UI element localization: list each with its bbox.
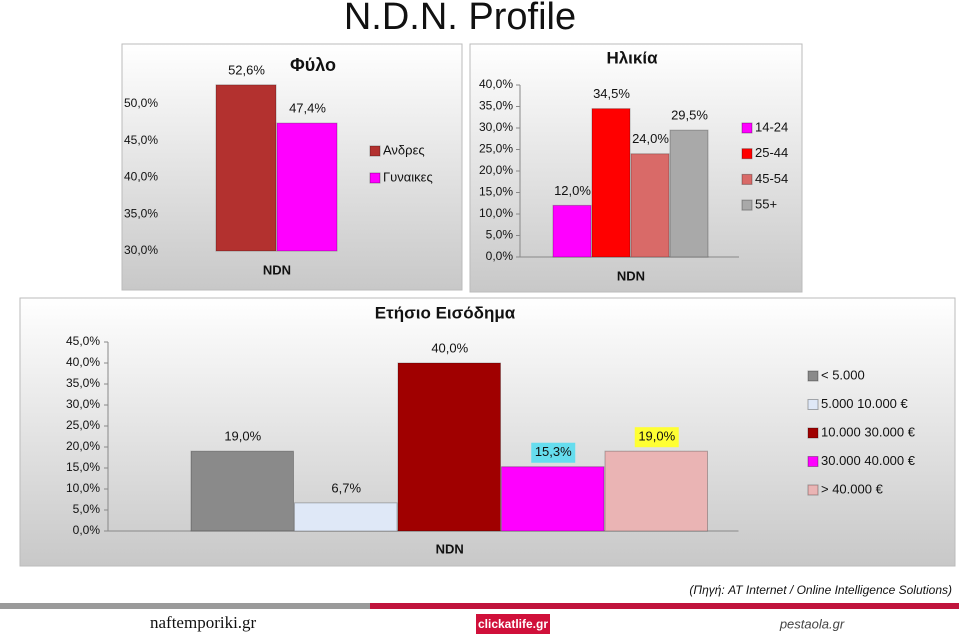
footer-bar: [0, 603, 370, 609]
legend-label: > 40.000 €: [821, 481, 884, 496]
logo: clickatlife.gr: [478, 617, 548, 631]
label-background: [531, 442, 576, 463]
chart-title: Ετήσιο Εισόδημα: [375, 303, 516, 322]
legend-swatch: [741, 148, 753, 160]
legend-label: Ανδρες: [383, 142, 425, 157]
data-label: 19,0%: [224, 429, 261, 444]
y-tick-label: 0,0%: [73, 523, 101, 537]
legend-swatch: [741, 122, 753, 134]
y-tick-label: 20,0%: [66, 439, 100, 453]
y-tick-label: 50,0%: [124, 96, 158, 110]
legend-swatch: [369, 172, 381, 184]
y-tick-label: 10,0%: [479, 206, 513, 220]
data-label: 29,5%: [671, 108, 708, 123]
logo: pestaola.gr: [779, 616, 845, 631]
y-tick-label: 35,0%: [479, 99, 513, 113]
bar: [591, 108, 631, 258]
data-label: 52,6%: [228, 62, 265, 77]
data-label: 15,3%: [535, 444, 572, 459]
y-tick-label: 15,0%: [66, 460, 100, 474]
y-tick-label: 30,0%: [124, 243, 158, 257]
y-tick-label: 30,0%: [66, 397, 100, 411]
legend-label: Γυναικες: [383, 169, 433, 184]
y-tick-label: 35,0%: [66, 376, 100, 390]
logo-box: [476, 614, 550, 634]
legend-label: 55+: [755, 197, 777, 212]
y-tick-label: 45,0%: [66, 334, 100, 348]
y-tick-label: 0,0%: [486, 249, 514, 263]
data-label: 24,0%: [632, 131, 669, 146]
y-tick-label: 20,0%: [479, 163, 513, 177]
y-tick-label: 35,0%: [124, 206, 158, 220]
bar: [294, 502, 398, 532]
bar: [669, 129, 709, 258]
y-tick-label: 25,0%: [479, 142, 513, 156]
legend-label: 30.000 40.000 €: [821, 453, 916, 468]
source: (Πηγή: AT Internet / Online Intelligence…: [689, 583, 952, 597]
y-tick-label: 45,0%: [124, 133, 158, 147]
footer-bar: [370, 603, 959, 609]
data-label: 6,7%: [331, 480, 361, 495]
legend-swatch: [807, 370, 819, 382]
x-tick-label: NDN: [617, 268, 645, 283]
legend-label: 45-54: [755, 171, 788, 186]
bar: [215, 84, 277, 252]
legend-label: < 5.000: [821, 367, 865, 382]
bar: [276, 122, 338, 252]
legend-label: 14-24: [755, 119, 788, 134]
legend-swatch: [369, 145, 381, 157]
bar: [630, 153, 670, 258]
legend-swatch: [807, 456, 819, 467]
y-tick-label: 30,0%: [479, 120, 513, 134]
logo: naftemporiki.gr: [150, 613, 257, 632]
y-tick-label: 15,0%: [479, 185, 513, 199]
y-tick-label: 5,0%: [486, 228, 514, 242]
bar: [604, 450, 708, 532]
legend-swatch: [741, 173, 753, 185]
legend-label: 10.000 30.000 €: [821, 424, 916, 439]
legend-label: 5.000 10.000 €: [821, 396, 909, 411]
bar: [190, 450, 294, 532]
x-tick-label: NDN: [436, 541, 464, 556]
legend-swatch: [807, 427, 819, 439]
data-label: 19,0%: [638, 429, 675, 444]
chart-title: Ηλικία: [606, 48, 658, 67]
bar: [501, 466, 605, 532]
data-label: 12,0%: [554, 183, 591, 198]
y-tick-label: 25,0%: [66, 418, 100, 432]
x-tick-label: NDN: [263, 262, 291, 277]
bar: [552, 204, 592, 258]
legend-swatch: [807, 399, 819, 410]
legend-swatch: [807, 484, 819, 496]
y-tick-label: 40,0%: [66, 355, 100, 369]
bar: [397, 362, 501, 532]
data-label: 34,5%: [593, 86, 630, 101]
data-label: 47,4%: [289, 101, 326, 116]
y-tick-label: 40,0%: [124, 170, 158, 184]
label-background: [634, 427, 679, 448]
chart-title: Φύλο: [290, 55, 336, 75]
data-label: 40,0%: [431, 340, 468, 355]
y-tick-label: 10,0%: [66, 481, 100, 495]
y-tick-label: 5,0%: [73, 502, 101, 516]
legend-label: 25-44: [755, 145, 788, 160]
legend-swatch: [741, 199, 753, 211]
page-title: N.D.N. Profile: [344, 0, 576, 38]
y-tick-label: 40,0%: [479, 77, 513, 91]
